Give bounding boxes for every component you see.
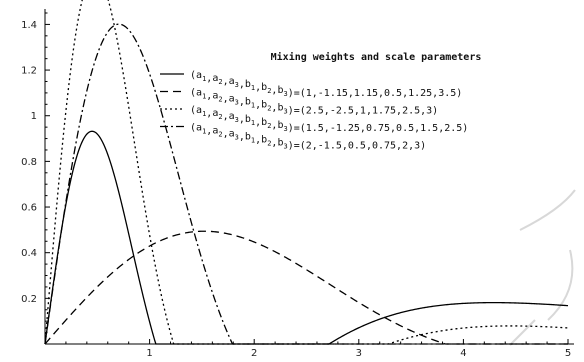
y-tick-label: 0.2 (21, 294, 37, 305)
legend-entries: (a1,a2,a3,b1,b2,b3)=(1,-1.15,1.15,0.5,1.… (160, 70, 468, 152)
x-tick-label: 4 (460, 348, 466, 359)
series-group (44, 0, 569, 345)
legend-title: Mixing weights and scale parameters (271, 51, 482, 63)
series-line-4 (44, 23, 568, 345)
y-ticks: 0.2 0.4 0.6 0.8 1 1.2 1.4 (21, 12, 50, 334)
legend-label: (a1,a2,a3,b1,b2,b3)=(2,-1.5,0.5,0.75,2,3… (190, 123, 426, 152)
y-tick-label: 1 (31, 111, 37, 122)
x-tick-label: 2 (251, 348, 257, 359)
legend-label: (a1,a2,a3,b1,b2,b3)=(2.5,-2.5,1,1.75,2.5… (190, 88, 438, 117)
x-tick-label: 1 (146, 348, 152, 359)
y-tick-label: 0.6 (21, 203, 37, 214)
y-tick-label: 1.4 (21, 20, 37, 31)
legend-label: (a1,a2,a3,b1,b2,b3)=(1.5,-1.25,0.75,0.5,… (190, 105, 468, 134)
y-tick-label: 0.8 (21, 157, 37, 168)
series-line-1 (44, 130, 569, 345)
series-line-3 (44, 0, 569, 345)
x-ticks: 1 2 3 4 5 (44, 339, 571, 359)
x-tick-label: 5 (565, 348, 571, 359)
y-tick-label: 0.4 (21, 248, 37, 259)
y-tick-label: 1.2 (21, 66, 37, 77)
series-line-2 (44, 230, 568, 345)
x-tick-label: 3 (356, 348, 362, 359)
watermark (509, 189, 576, 346)
legend-label: (a1,a2,a3,b1,b2,b3)=(1,-1.15,1.15,0.5,1.… (190, 70, 462, 99)
legend: Mixing weights and scale parameters (a1,… (160, 51, 481, 152)
